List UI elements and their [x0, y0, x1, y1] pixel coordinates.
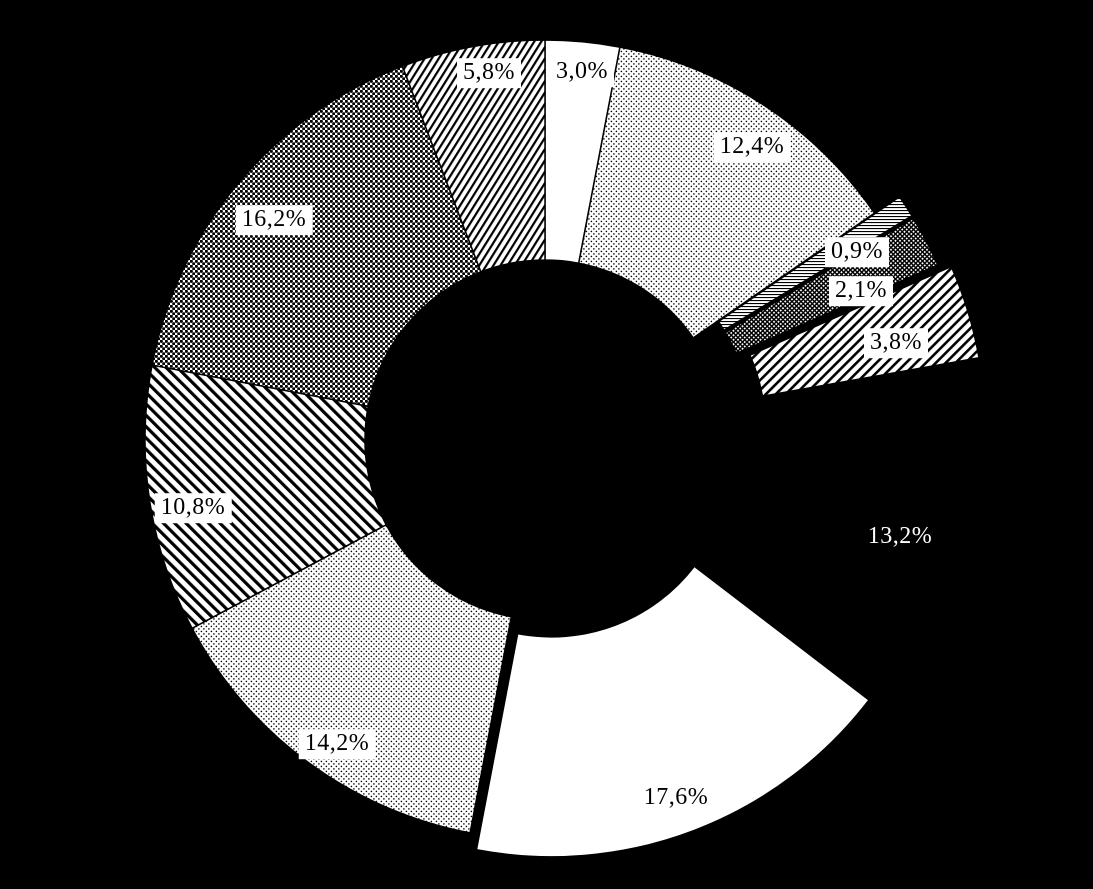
- donut-slices: [144, 39, 987, 858]
- donut-slice-14-2: [191, 523, 513, 834]
- donut-slice-13-2: [727, 379, 987, 695]
- donut-slice-10-8: [144, 364, 388, 630]
- donut-slice-5-8: [401, 39, 546, 273]
- donut-slice-16-2: [151, 65, 482, 408]
- donut-slice-17-6: [475, 565, 871, 858]
- donut-slice-12-4: [577, 46, 876, 339]
- donut-slice-0-9: [717, 195, 913, 332]
